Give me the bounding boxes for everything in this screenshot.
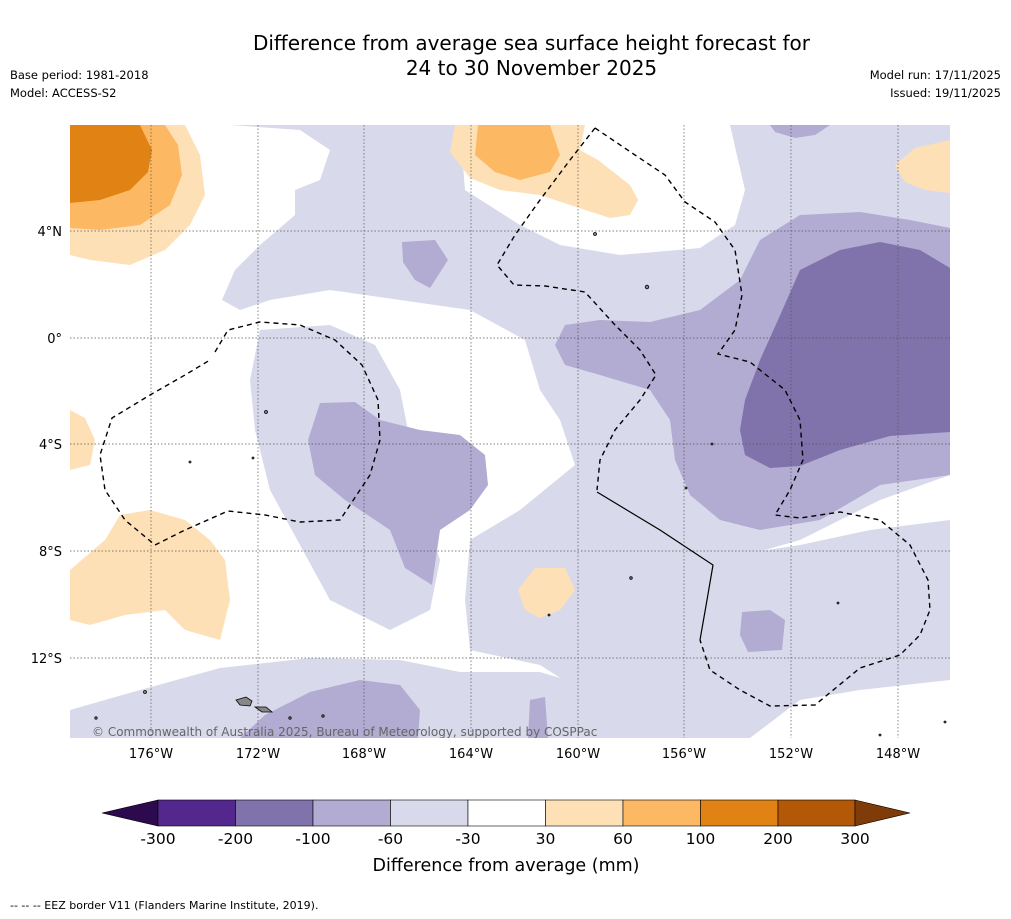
colorbar-bin-pos60-pos100 — [622, 799, 701, 827]
island-dot — [143, 690, 147, 694]
eez-border-tuvalu — [99, 321, 381, 546]
colorbar-bin-neg200-neg100 — [235, 799, 314, 827]
cb-tick: 300 — [840, 830, 870, 848]
lat-label-12s: 12°S — [31, 652, 62, 667]
cb-tick: -60 — [378, 830, 403, 848]
chart-title-line2: 24 to 30 November 2025 — [405, 56, 658, 80]
colorbar-bin-pos100-pos200 — [700, 799, 779, 827]
contour-neg100-neg60-southeast — [740, 610, 785, 652]
cb-tick: 60 — [613, 830, 633, 848]
lat-label-8s: 8°S — [39, 545, 62, 560]
colorbar-bin-neg60-neg30 — [390, 799, 469, 827]
island-dot — [684, 486, 688, 490]
lon-label-148w: 148°W — [876, 747, 920, 762]
latitude-labels: 4°N 0° 4°S 8°S 12°S — [31, 225, 62, 667]
island-dot — [593, 232, 597, 236]
lon-label-156w: 156°W — [662, 747, 706, 762]
map-area: © Commonwealth of Australia 2025, Bureau… — [70, 125, 950, 739]
eez-border-solid — [596, 491, 714, 641]
colorbar-bin-neg100-neg60 — [312, 799, 391, 827]
eez-borders — [99, 127, 931, 707]
contour-neg100-neg60-center — [308, 402, 488, 585]
lon-label-172w: 172°W — [236, 747, 280, 762]
model-run: Model run: 17/11/2025 — [869, 68, 1001, 82]
colorbar-bin-pos30-pos60 — [545, 799, 624, 827]
base-period: Base period: 1981-2018 — [10, 68, 149, 82]
meta-right: Model run: 17/11/2025 Issued: 19/11/2025 — [870, 66, 1001, 102]
lat-label-0: 0° — [47, 332, 62, 347]
meta-left: Base period: 1981-2018 Model: ACCESS-S2 — [10, 66, 149, 102]
contour-neg100-neg60-top — [770, 125, 830, 138]
lon-label-176w: 176°W — [129, 747, 173, 762]
contour-neg100-neg60-south — [240, 680, 420, 738]
eez-footnote: -- -- -- EEZ border V11 (Flanders Marine… — [10, 899, 319, 912]
cb-tick: -100 — [295, 830, 330, 848]
contour-pos30-pos60-northeast — [895, 140, 950, 193]
island-dot — [94, 716, 98, 720]
colorbar — [101, 799, 911, 827]
island-samoa-2 — [253, 706, 274, 713]
island-dot — [321, 714, 325, 718]
island-samoa-1 — [235, 696, 253, 707]
island-dot — [644, 284, 650, 290]
lat-label-4s: 4°S — [39, 438, 62, 453]
island-dot — [710, 442, 714, 446]
contour-pos30-pos60-center — [518, 568, 575, 618]
island-dot — [878, 733, 882, 737]
lat-label-4n: 4°N — [38, 225, 63, 240]
graticule — [70, 125, 950, 738]
contour-pos100-pos200-northwest — [70, 125, 152, 203]
colorbar-extend-max — [854, 799, 911, 827]
contour-neg60-neg30-southeast — [700, 520, 950, 738]
lon-label-168w: 168°W — [342, 747, 386, 762]
island-dot — [836, 601, 840, 605]
colorbar-extend-min — [101, 799, 159, 827]
cb-tick: -30 — [455, 830, 480, 848]
cb-tick: -200 — [218, 830, 253, 848]
contour-pos30-pos60-southwest — [70, 510, 230, 640]
island-dot — [188, 460, 192, 464]
chart-title: Difference from average sea surface heig… — [0, 31, 1011, 81]
colorbar-title: Difference from average (mm) — [372, 856, 639, 876]
longitude-labels: 176°W 172°W 168°W 164°W 160°W 156°W 152°… — [129, 747, 920, 762]
island-dot — [251, 456, 255, 460]
contour-pos30-pos60-west — [70, 410, 95, 470]
lon-label-160w: 160°W — [556, 747, 600, 762]
cb-tick: 100 — [686, 830, 716, 848]
island-dot — [547, 613, 551, 617]
contour-neg100-neg60-north — [402, 240, 448, 288]
colorbar-bin-neg300-neg200 — [157, 799, 236, 827]
lon-label-152w: 152°W — [769, 747, 813, 762]
island-dot — [629, 576, 633, 580]
cb-tick: 200 — [763, 830, 793, 848]
contour-neg100-neg60-south-small — [528, 697, 548, 738]
lon-label-164w: 164°W — [449, 747, 493, 762]
island-dot — [288, 716, 292, 720]
cb-tick: -300 — [140, 830, 175, 848]
chart-title-line1: Difference from average sea surface heig… — [252, 31, 811, 55]
island-dot — [943, 720, 947, 724]
colorbar-bin-pos200-pos300 — [777, 799, 856, 827]
island-dot — [264, 410, 268, 414]
issued-date: Issued: 19/11/2025 — [890, 86, 1001, 100]
colorbar-ticks: -300 -200 -100 -60 -30 30 60 100 200 300 — [140, 830, 869, 848]
islands — [94, 232, 947, 737]
contour-neg200-neg100-east — [740, 242, 950, 468]
colorbar-bin-neg30-pos30 — [467, 799, 546, 827]
copyright-text: © Commonwealth of Australia 2025, Bureau… — [92, 725, 597, 739]
cb-tick: 30 — [536, 830, 556, 848]
contour-pos60-pos100-north — [475, 125, 560, 180]
model-name: Model: ACCESS-S2 — [10, 86, 117, 100]
